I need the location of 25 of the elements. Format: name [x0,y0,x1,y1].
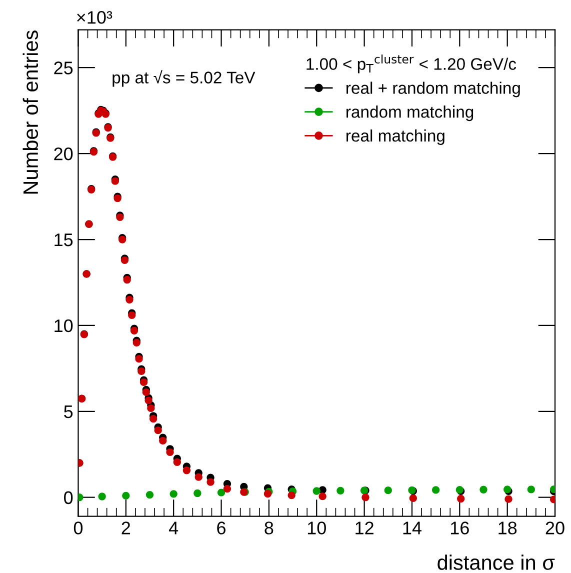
y-tick-label: 25 [54,62,73,74]
x-tick-label: 8 [264,522,274,534]
x-tick-label: 6 [217,522,226,534]
x-tick-label: 16 [450,522,469,534]
y-tick-label: 20 [54,148,73,160]
annotation: pp at √s = 5.02 TeV [112,70,256,87]
y-tick-label: 0 [64,491,73,504]
legend-label: real + random matching [346,82,520,98]
x-tick-label: 10 [308,522,326,534]
y-axis-title: Number of entries [22,30,38,194]
x-tick-label: 14 [403,522,422,534]
text: ×10³ [77,11,112,24]
x-axis-title: distance in σ [438,554,555,570]
x-tick-label: 20 [546,522,564,534]
y-tick-label: 5 [64,406,73,418]
x-tick-label: 18 [498,522,517,534]
x-tick-label: 4 [168,522,178,534]
x-tick-label: 2 [122,522,130,534]
y-tick-label: 10 [54,319,73,332]
x-tick-label: 0 [74,522,83,534]
y-tick-label: 15 [54,234,73,246]
legend-title: 1.00 < p$_{T}$$^{cluster}$ < 1.20 GeV/c [306,54,516,74]
legend-label: real matching [346,129,444,145]
legend-label: random matching [346,106,474,122]
x-tick-label: 12 [356,522,374,534]
